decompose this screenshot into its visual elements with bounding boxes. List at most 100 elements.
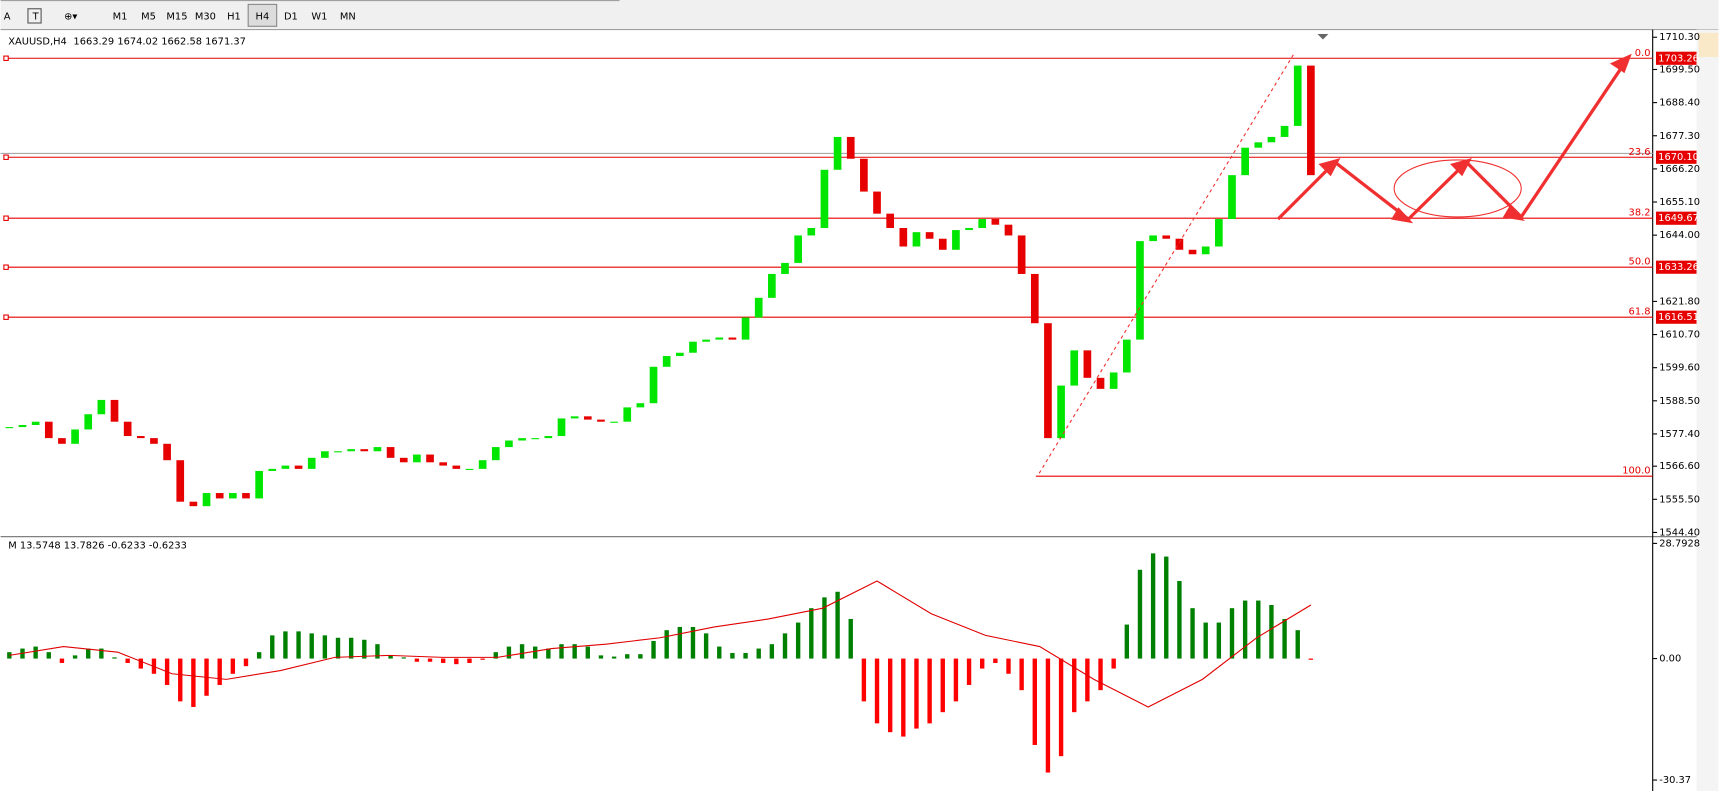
- macd-bar: [690, 626, 696, 659]
- candle: [965, 227, 973, 231]
- macd-bar: [1137, 569, 1143, 659]
- candle: [360, 449, 369, 452]
- candle: [163, 443, 171, 461]
- macd-bar: [703, 633, 709, 659]
- tool-button[interactable]: ⊕▾: [64, 11, 77, 22]
- candle: [1201, 246, 1210, 255]
- candle: [1175, 238, 1184, 250]
- timeframe-button[interactable]: M5: [141, 11, 156, 22]
- candle: [268, 468, 277, 471]
- candle: [347, 449, 355, 452]
- macd-bar: [966, 658, 972, 685]
- candle: [1228, 175, 1236, 220]
- macd-bar: [638, 654, 643, 659]
- timeframe-button[interactable]: H4: [256, 11, 270, 22]
- candle: [58, 438, 66, 444]
- price-tag: [1655, 310, 1697, 324]
- macd-bar: [519, 644, 525, 659]
- y-tick-label: 1699.50: [1659, 64, 1700, 75]
- macd-bar: [1203, 622, 1208, 659]
- candle: [202, 493, 211, 507]
- macd-bar: [506, 646, 512, 659]
- annotations: [1038, 53, 1632, 474]
- macd-bar: [809, 608, 814, 659]
- range-ellipse: [1393, 159, 1522, 218]
- macd-bar: [1177, 580, 1182, 659]
- candle: [1215, 219, 1223, 247]
- macd-bar: [1242, 600, 1248, 659]
- tool-button[interactable]: T: [32, 11, 40, 22]
- macd-bar: [322, 635, 328, 659]
- candle: [833, 136, 842, 170]
- candle: [557, 418, 566, 437]
- macd-bar: [769, 644, 775, 659]
- candle: [150, 438, 158, 444]
- macd-bar: [427, 658, 433, 662]
- candle: [820, 169, 829, 228]
- candle: [689, 341, 697, 353]
- candle: [44, 421, 53, 439]
- macd-bar: [1190, 608, 1195, 659]
- candle: [1254, 142, 1263, 148]
- macd-bar: [217, 658, 222, 685]
- macd-bar: [1229, 608, 1235, 659]
- timeframe-button[interactable]: M15: [166, 11, 187, 22]
- candle: [84, 414, 93, 430]
- fib-anchor: [3, 264, 9, 270]
- macd-bar: [243, 658, 249, 667]
- candle: [649, 366, 658, 404]
- macd-bar: [993, 658, 998, 663]
- quote: 1663.29 1674.02 1662.58 1671.37: [73, 37, 246, 48]
- timeframe-button[interactable]: W1: [311, 11, 327, 22]
- candle: [636, 403, 645, 408]
- macd-bar: [927, 658, 932, 724]
- fib-anchor: [3, 215, 9, 221]
- macd-bar: [1006, 658, 1011, 674]
- macd-bar: [138, 658, 143, 669]
- y-tick-label: 1688.40: [1659, 98, 1700, 109]
- tool-button[interactable]: A: [4, 11, 11, 22]
- y-tick-label: 28.7928: [1659, 538, 1700, 549]
- macd-bar: [1256, 600, 1261, 659]
- y-tick-label: 1566.60: [1659, 461, 1700, 472]
- macd-bar: [375, 644, 380, 659]
- price-tag-label: 1616.51: [1658, 312, 1699, 323]
- macd-bar: [414, 658, 420, 662]
- forecast-path: [1276, 62, 1626, 222]
- macd-bar: [1098, 658, 1103, 691]
- macd-bar: [835, 591, 840, 659]
- chart-title: XAUUSD,H4 1663.29 1674.02 1662.58 1671.37: [8, 37, 246, 48]
- candle: [873, 191, 881, 214]
- timeframe-button[interactable]: M30: [195, 11, 216, 22]
- macd-bar: [730, 652, 735, 659]
- timeframe-button[interactable]: H1: [227, 11, 241, 22]
- macd-bar: [72, 655, 78, 659]
- candle: [781, 262, 789, 274]
- timeframe-button[interactable]: D1: [284, 11, 298, 22]
- macd-bar: [256, 652, 262, 659]
- macd-bar: [454, 658, 459, 665]
- candle: [728, 337, 737, 340]
- candle: [1307, 65, 1315, 176]
- macd-bar: [901, 658, 906, 737]
- macd-bar: [1269, 604, 1274, 659]
- candle: [860, 158, 868, 192]
- macd-bar: [283, 631, 288, 659]
- macd-bar: [651, 640, 656, 659]
- timeframe-button[interactable]: M1: [113, 11, 128, 22]
- candle: [1070, 350, 1079, 386]
- candle: [334, 451, 342, 453]
- macd-bar: [1308, 658, 1314, 660]
- macd-bar: [191, 658, 196, 707]
- fib-level-label: 38.2: [1629, 208, 1651, 219]
- candle: [754, 297, 763, 318]
- y-tick-label: 0.00: [1659, 654, 1681, 665]
- price-tag: [1655, 150, 1697, 164]
- macd-bar: [795, 622, 801, 659]
- candle: [1109, 372, 1118, 389]
- timeframe-button[interactable]: MN: [340, 11, 356, 22]
- macd-bar: [1058, 658, 1064, 757]
- macd-bar: [178, 658, 183, 702]
- macd-bar: [914, 658, 919, 729]
